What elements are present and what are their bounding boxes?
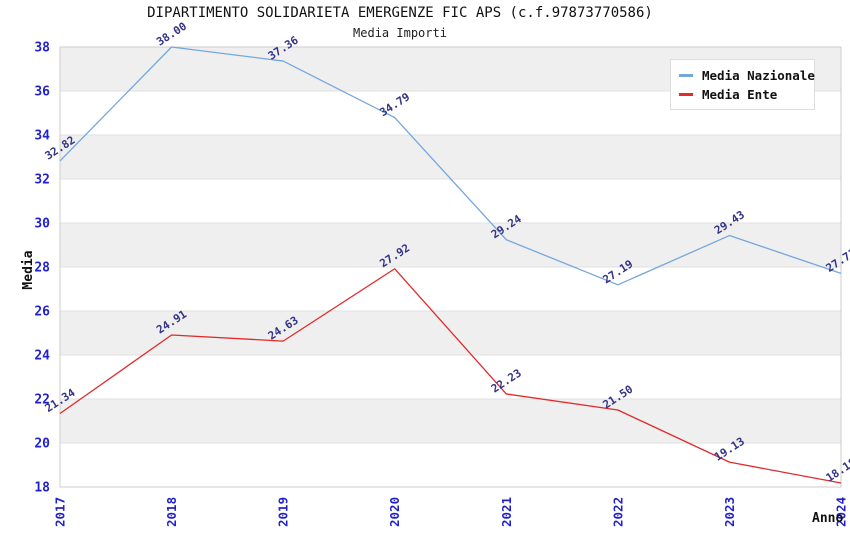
x-axis-ticks: 2017 2018 2019 2020 2021 2022 2023 2024: [53, 497, 849, 527]
x-tick-label: 2017: [53, 497, 68, 527]
chart-subtitle: Media Importi: [353, 26, 447, 40]
y-axis-ticks: 38 36 34 32 30 28 26 24 22 20 18: [34, 41, 50, 496]
legend-label: Media Nazionale: [702, 68, 815, 83]
series-lines: [59, 46, 842, 484]
plot-border: [59, 46, 842, 488]
y-tick-label: 30: [34, 217, 50, 232]
y-tick-label: 22: [34, 393, 50, 408]
x-axis-label: Anno: [812, 511, 844, 526]
gridlines: [60, 46, 841, 488]
legend-item-ente: Media Ente: [679, 85, 806, 104]
x-tick-label: 2023: [722, 497, 737, 527]
y-tick-label: 18: [34, 481, 50, 496]
y-axis-label: Media: [21, 250, 36, 290]
series-line: [59, 46, 842, 286]
y-tick-label: 26: [34, 305, 50, 320]
x-tick-label: 2020: [387, 497, 402, 527]
legend-item-nazionale: Media Nazionale: [679, 66, 815, 85]
y-tick-label: 36: [34, 85, 50, 100]
y-tick-label: 32: [34, 173, 50, 188]
data-point-label: 18.18: [824, 456, 850, 485]
x-tick-label: 2019: [276, 497, 291, 527]
y-tick-label: 20: [34, 437, 50, 452]
legend-line-swatch-red: [679, 93, 693, 96]
series-line: [59, 268, 842, 484]
y-tick-label: 34: [34, 129, 50, 144]
x-tick-label: 2022: [610, 497, 625, 527]
x-tick-label: 2018: [164, 497, 179, 527]
y-tick-label: 24: [34, 349, 50, 364]
x-tick-label: 2024: [834, 497, 849, 527]
y-tick-label: 28: [34, 261, 50, 276]
chart-title: DIPARTIMENTO SOLIDARIETA EMERGENZE FIC A…: [147, 5, 653, 21]
legend-line-swatch-blue: [679, 74, 693, 77]
data-point-label: 34.79: [377, 90, 412, 119]
x-tick-label: 2021: [499, 497, 514, 527]
chart-legend: Media Nazionale Media Ente: [670, 59, 815, 110]
legend-label: Media Ente: [702, 87, 778, 102]
plot-bands: [60, 47, 841, 443]
data-point-label: 22.23: [489, 367, 524, 396]
y-tick-label: 38: [34, 41, 50, 56]
